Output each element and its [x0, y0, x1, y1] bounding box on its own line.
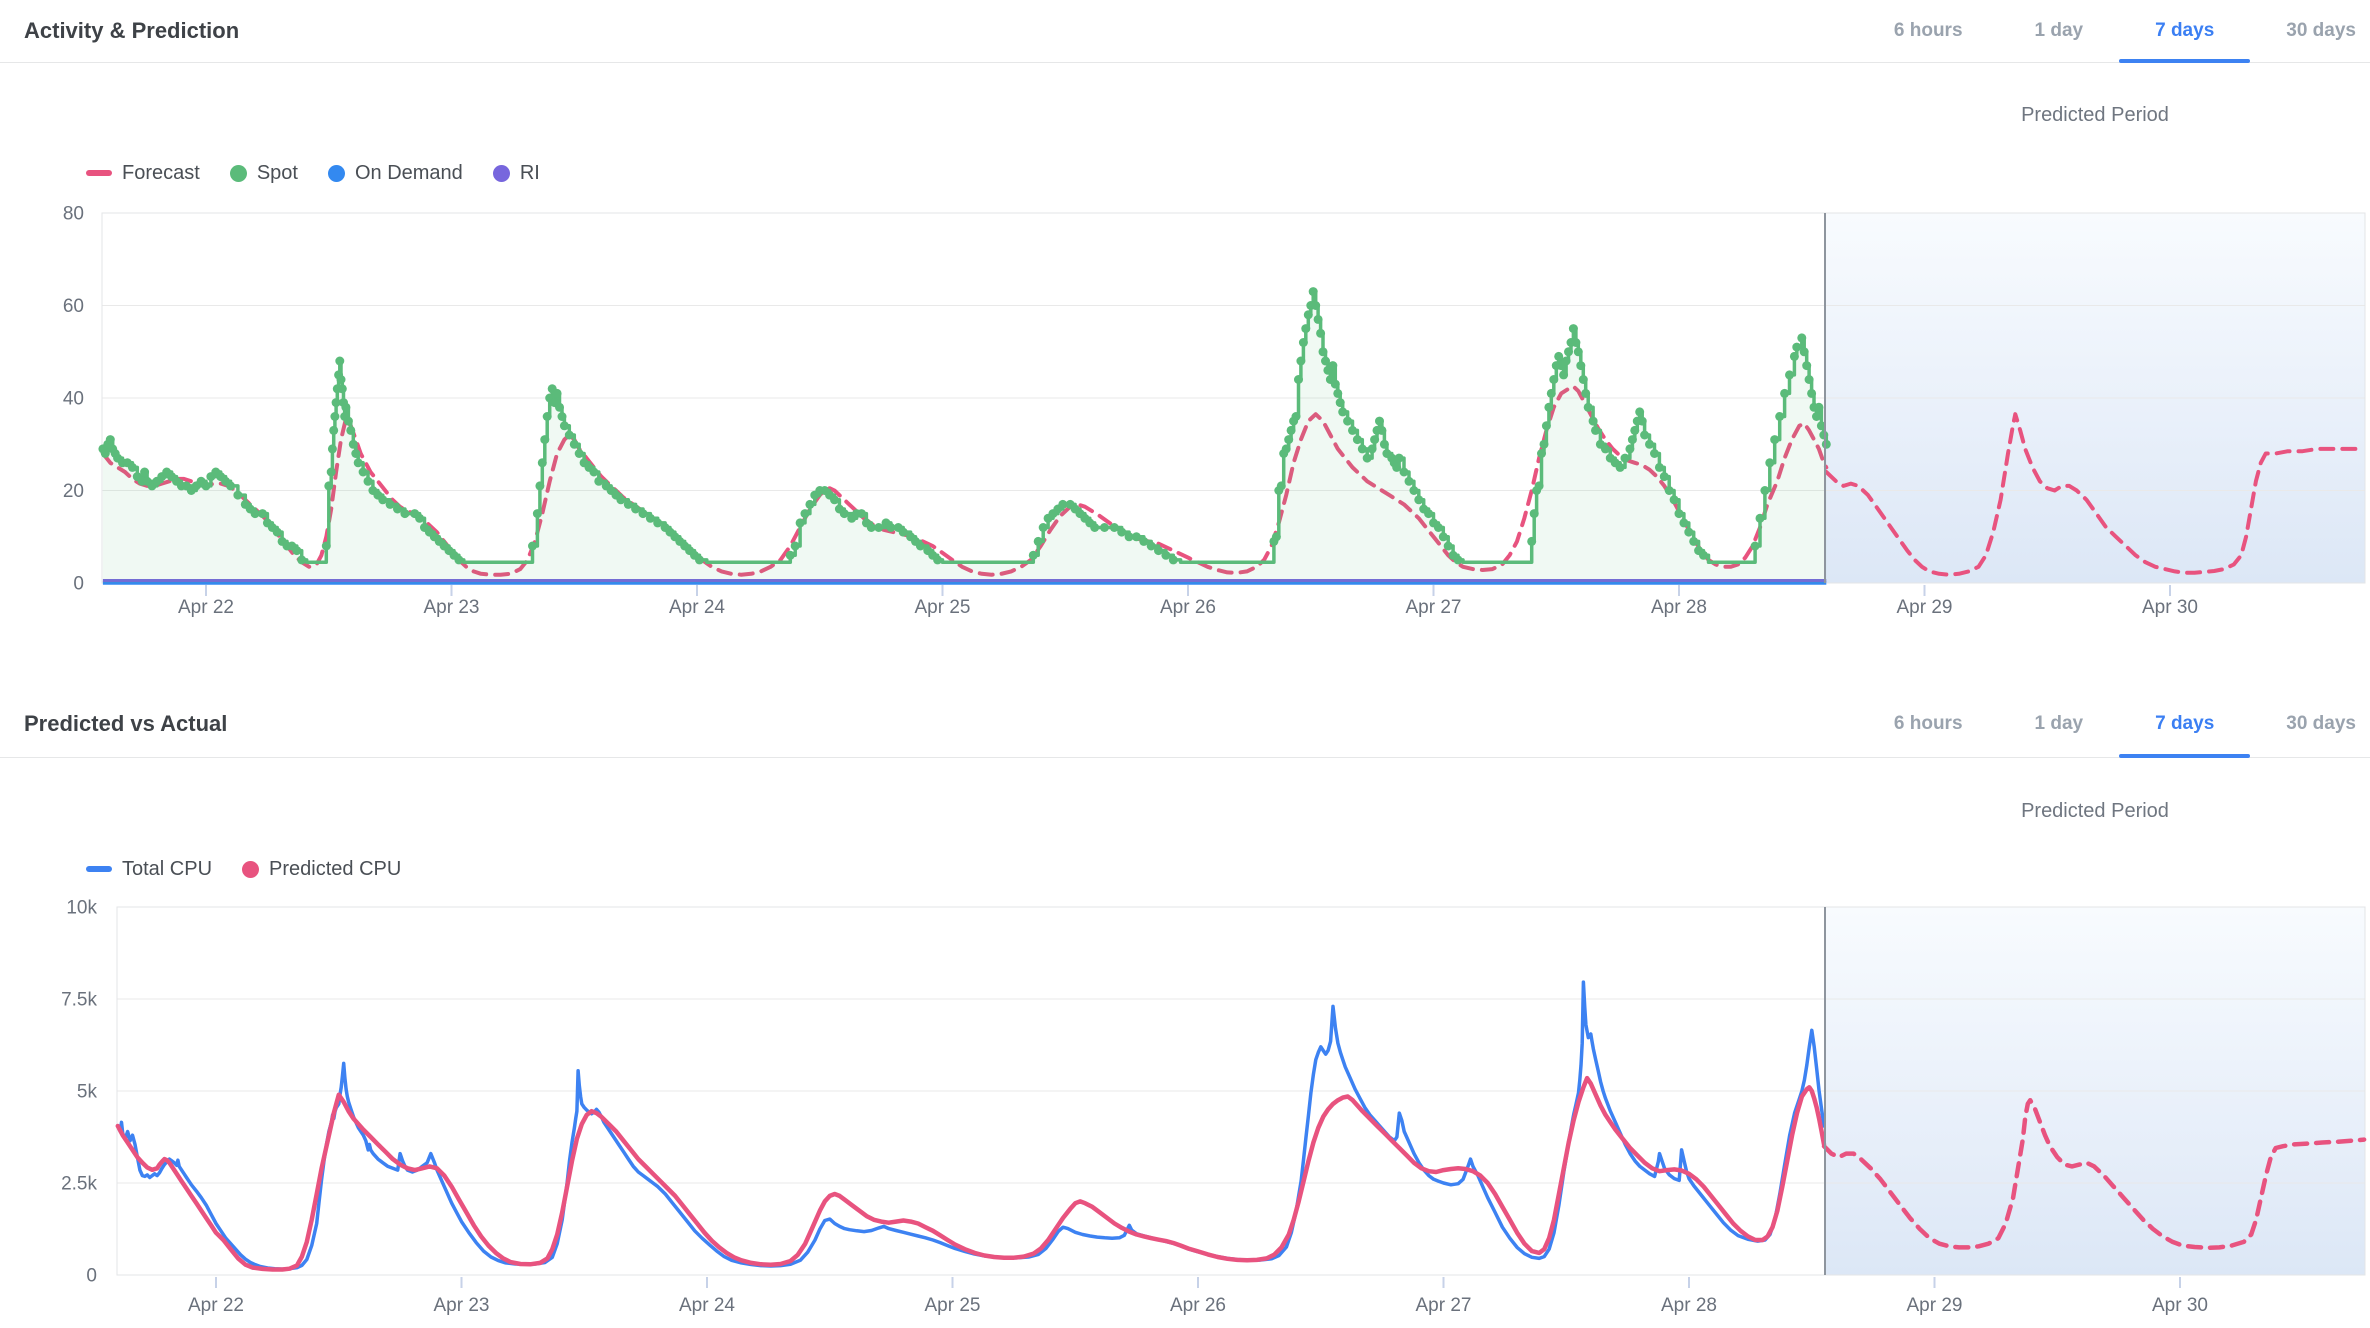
x-axis-label: Apr 24	[679, 1295, 735, 1316]
y-axis-label: 0	[86, 1266, 97, 1287]
x-axis-label: Apr 22	[178, 597, 234, 618]
x-axis-label: Apr 23	[434, 1295, 490, 1316]
y-axis-label: 60	[63, 296, 84, 317]
series-spot-markers	[98, 287, 1831, 565]
y-axis-label: 2.5k	[61, 1174, 97, 1195]
x-axis-label: Apr 23	[424, 597, 480, 618]
x-axis-label: Apr 22	[188, 1295, 244, 1316]
legend-item-ri[interactable]: RI	[492, 161, 540, 185]
legend-dash-swatch	[86, 170, 112, 176]
y-axis-label: 80	[63, 204, 84, 225]
x-axis-label: Apr 24	[669, 597, 725, 618]
series-spot	[102, 289, 1829, 564]
legend-label: Predicted CPU	[269, 857, 402, 880]
legend-circle-swatch	[242, 860, 260, 878]
activity-panel-header: Activity & Prediction 6 hours 1 day 7 days…	[0, 0, 2370, 63]
tab-6-hours[interactable]: 6 hours	[1893, 20, 1963, 41]
y-axis-label: 20	[63, 481, 84, 502]
x-axis-label: Apr 30	[2152, 1295, 2208, 1316]
predicted-vs-actual-panel-header: Predicted vs Actual 6 hours 1 day 7 days 30…	[0, 691, 2370, 758]
x-axis-label: Apr 29	[1907, 1295, 1963, 1316]
series-total-cpu	[116, 980, 1826, 1271]
y-axis-label: 0	[73, 574, 84, 595]
cpu-chart-legend: Total CPU Predicted CPU	[86, 856, 401, 882]
series-forecast-predicted-period	[1824, 412, 2366, 577]
legend-item-on-demand[interactable]: On Demand	[327, 161, 463, 185]
predicted-period-region	[1825, 213, 2365, 583]
predicted-vs-actual-panel-title: Predicted vs Actual	[24, 711, 228, 736]
tab-30-days[interactable]: 30 days	[2286, 713, 2356, 734]
legend-label: Spot	[256, 161, 298, 184]
predicted-vs-actual-time-range-tabs: 6 hours 1 day 7 days 30 days	[1858, 691, 2370, 758]
series-spot-area	[102, 291, 1827, 583]
x-axis-label: Apr 26	[1160, 597, 1216, 618]
series-forecast	[100, 384, 1829, 577]
tab-7-days[interactable]: 7 days	[2119, 691, 2251, 758]
cpu-predicted-period-label: Predicted Period	[2021, 800, 2169, 822]
legend-label: Forecast	[122, 161, 200, 184]
x-axis-label: Apr 27	[1416, 1295, 1472, 1316]
legend-item-predicted-cpu[interactable]: Predicted CPU	[242, 858, 401, 881]
legend-item-total-cpu[interactable]: Total CPU	[86, 858, 212, 881]
legend-circle-swatch	[327, 164, 345, 182]
tab-6-hours[interactable]: 6 hours	[1893, 713, 1963, 734]
legend-label: RI	[519, 161, 540, 184]
activity-chart-legend: Forecast Spot On Demand RI	[86, 160, 540, 186]
legend-dash-swatch	[86, 866, 112, 872]
activity-panel-title: Activity & Prediction	[24, 18, 240, 43]
legend-label: Total CPU	[122, 857, 213, 880]
activity-predicted-period-label: Predicted Period	[2021, 104, 2169, 126]
tab-1-day[interactable]: 1 day	[2034, 713, 2084, 734]
x-axis-label: Apr 27	[1406, 597, 1462, 618]
plot-border	[116, 906, 2366, 1276]
x-axis-label: Apr 28	[1651, 597, 1707, 618]
y-axis-label: 10k	[66, 898, 97, 919]
x-axis-label: Apr 30	[2142, 597, 2198, 618]
y-axis-label: 5k	[77, 1082, 98, 1103]
x-axis-label: Apr 25	[915, 597, 971, 618]
legend-circle-swatch	[229, 164, 247, 182]
tab-1-day[interactable]: 1 day	[2034, 20, 2084, 41]
y-axis-label: 40	[63, 389, 84, 410]
x-axis-label: Apr 28	[1661, 1295, 1717, 1316]
x-axis-label: Apr 29	[1897, 597, 1953, 618]
series-predicted-cpu-predicted-period	[1821, 1097, 2367, 1251]
x-axis-label: Apr 26	[1170, 1295, 1226, 1316]
tab-30-days[interactable]: 30 days	[2286, 20, 2356, 41]
legend-item-spot[interactable]: Spot	[229, 161, 298, 185]
legend-item-forecast[interactable]: Forecast	[86, 162, 200, 185]
legend-label: On Demand	[354, 161, 463, 184]
tab-7-days[interactable]: 7 days	[2119, 0, 2251, 63]
series-predicted-cpu	[115, 1075, 1827, 1272]
x-axis-label: Apr 25	[925, 1295, 981, 1316]
plot-border	[101, 212, 2366, 584]
y-axis-label: 7.5k	[61, 990, 97, 1011]
activity-time-range-tabs: 6 hours 1 day 7 days 30 days	[1858, 0, 2370, 63]
legend-circle-swatch	[492, 164, 510, 182]
predicted-period-region	[1825, 907, 2365, 1275]
